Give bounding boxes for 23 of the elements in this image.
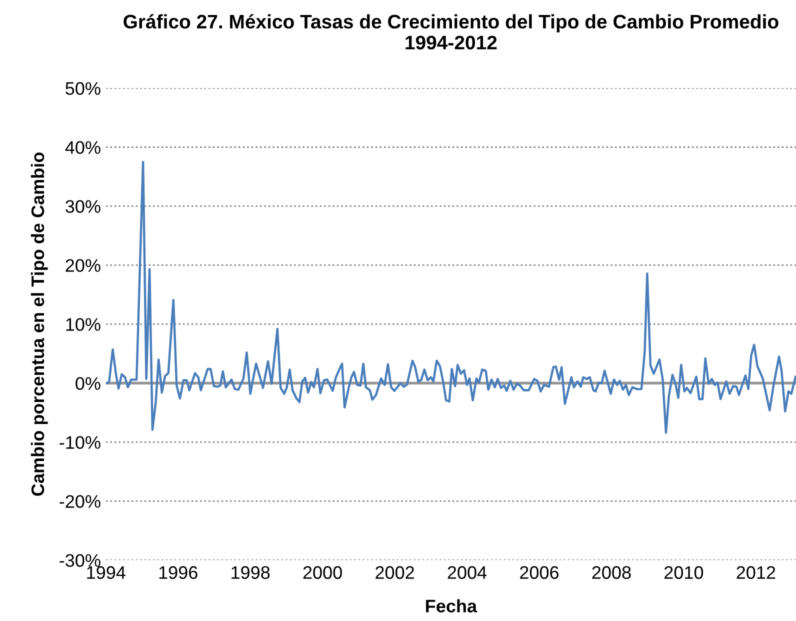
- y-tick-label: 20%: [66, 259, 100, 272]
- y-axis-title: Cambio porcentua en el Tipo de Cambio: [30, 152, 48, 496]
- x-axis-title: Fecha: [426, 599, 478, 612]
- x-tick-label: 1994: [87, 566, 126, 579]
- line-series: [106, 160, 796, 434]
- x-tick-label: 2000: [303, 566, 342, 579]
- y-tick-label: 50%: [66, 82, 100, 95]
- y-tick-label: -10%: [60, 436, 100, 449]
- x-tick-label: 2002: [376, 566, 414, 579]
- x-tick-label: 2006: [520, 566, 559, 579]
- y-tick-label: -20%: [60, 495, 100, 508]
- x-tick-label: 2012: [736, 566, 776, 579]
- x-tick-label: 1996: [159, 566, 198, 579]
- y-tick-label: -30%: [60, 554, 100, 567]
- x-tick-label: 2008: [592, 566, 631, 579]
- y-tick-label: 0%: [76, 377, 100, 390]
- y-tick-label: 30%: [66, 200, 100, 213]
- chart-title: Gráfico 27. México Tasas de Crecimiento del Tipo de Cambio Promedio 1994-2012: [124, 14, 778, 50]
- x-tick-label: 2010: [664, 566, 704, 579]
- y-tick-label: 10%: [66, 318, 100, 331]
- x-tick-label: 2004: [448, 566, 487, 579]
- x-tick-label: 1998: [232, 566, 270, 579]
- y-tick-label: 40%: [65, 141, 100, 154]
